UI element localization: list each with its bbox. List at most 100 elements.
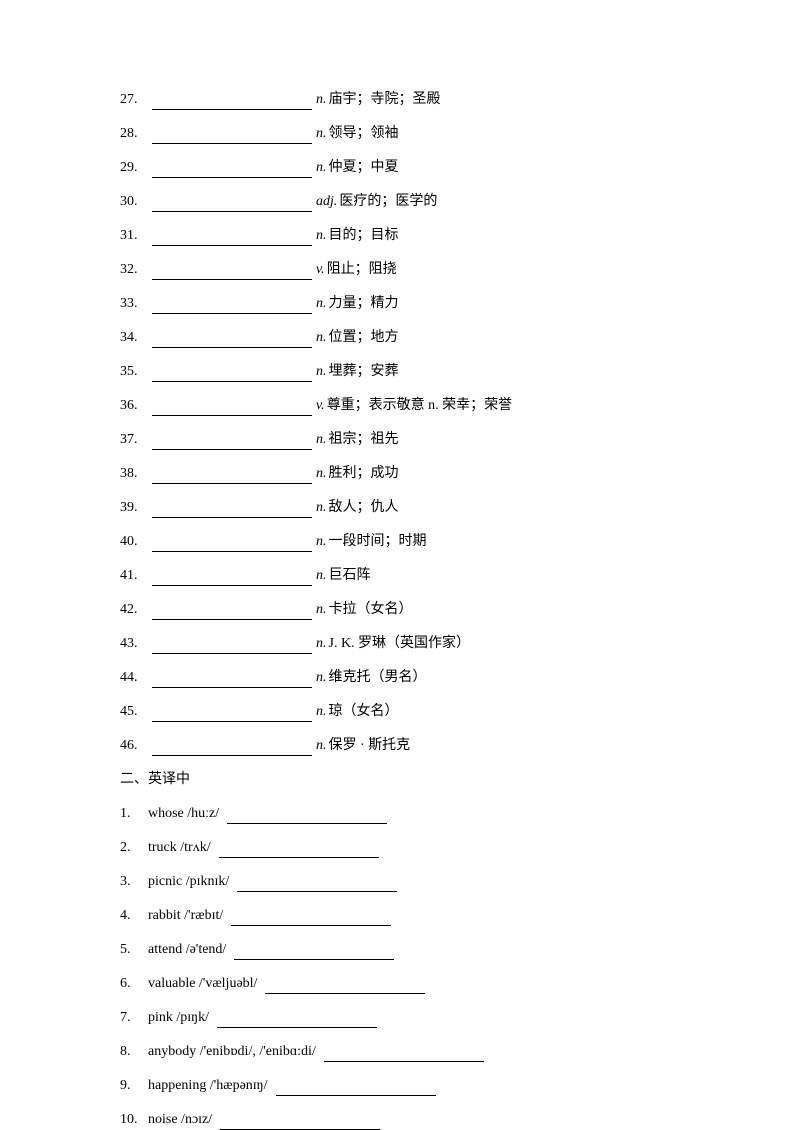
word-text: anybody /'enibɒdi/, /'enibɑ:di/	[148, 1042, 316, 1062]
section1-list: 27.n.庙宇；寺院；圣殿28.n.领导；领袖29.n.仲夏；中夏30.adj.…	[120, 90, 674, 756]
part-of-speech: n.	[316, 634, 327, 654]
item-number: 5.	[120, 940, 148, 960]
fill-blank-row: 42.n.卡拉（女名）	[120, 600, 674, 620]
blank-line[interactable]	[152, 196, 312, 212]
fill-blank-row: 37.n.祖宗；祖先	[120, 430, 674, 450]
blank-line[interactable]	[217, 1012, 377, 1028]
blank-line[interactable]	[276, 1080, 436, 1096]
blank-line[interactable]	[152, 230, 312, 246]
definition-text: 领导；领袖	[329, 124, 399, 144]
item-number: 8.	[120, 1042, 148, 1062]
part-of-speech: n.	[316, 226, 327, 246]
part-of-speech: n.	[316, 158, 327, 178]
word-text: attend /ə'tend/	[148, 940, 226, 960]
definition-text: 保罗 · 斯托克	[329, 736, 411, 756]
translate-row: 10.noise /nɔɪz/	[120, 1110, 674, 1130]
fill-blank-row: 40. n.一段时间；时期	[120, 532, 674, 552]
item-number: 40.	[120, 532, 148, 552]
part-of-speech: n.	[316, 532, 327, 552]
definition-text: 巨石阵	[329, 566, 371, 586]
blank-line[interactable]	[152, 604, 312, 620]
definition-text: 庙宇；寺院；圣殿	[329, 90, 441, 110]
item-number: 37.	[120, 430, 148, 450]
item-number: 42.	[120, 600, 148, 620]
blank-line[interactable]	[152, 94, 312, 110]
translate-row: 4.rabbit /'ræbɪt/	[120, 906, 674, 926]
blank-line[interactable]	[152, 434, 312, 450]
part-of-speech: v.	[316, 260, 325, 280]
fill-blank-row: 29. n.仲夏；中夏	[120, 158, 674, 178]
item-number: 30.	[120, 192, 148, 212]
section2-list: 1.whose /huːz/2.truck /trʌk/3.picnic /pɪ…	[120, 804, 674, 1130]
part-of-speech: n.	[316, 90, 327, 110]
word-text: noise /nɔɪz/	[148, 1110, 212, 1130]
part-of-speech: v.	[316, 396, 325, 416]
part-of-speech: adj.	[316, 192, 337, 212]
part-of-speech: n.	[316, 362, 327, 382]
blank-line[interactable]	[152, 570, 312, 586]
part-of-speech: n.	[316, 736, 327, 756]
item-number: 39.	[120, 498, 148, 518]
blank-line[interactable]	[237, 876, 397, 892]
part-of-speech: n.	[316, 328, 327, 348]
part-of-speech: n.	[316, 702, 327, 722]
blank-line[interactable]	[219, 842, 379, 858]
translate-row: 7.pink /pɪŋk/	[120, 1008, 674, 1028]
blank-line[interactable]	[152, 264, 312, 280]
blank-line[interactable]	[152, 740, 312, 756]
blank-line[interactable]	[234, 944, 394, 960]
word-text: happening /'hæpənɪŋ/	[148, 1076, 268, 1096]
blank-line[interactable]	[152, 706, 312, 722]
blank-line[interactable]	[227, 808, 387, 824]
item-number: 29.	[120, 158, 148, 178]
translate-row: 8.anybody /'enibɒdi/, /'enibɑ:di/	[120, 1042, 674, 1062]
part-of-speech: n.	[316, 600, 327, 620]
word-text: valuable /'væljuəbl/	[148, 974, 257, 994]
blank-line[interactable]	[152, 298, 312, 314]
fill-blank-row: 38.n.胜利；成功	[120, 464, 674, 484]
definition-text: 阻止；阻挠	[327, 260, 397, 280]
item-number: 46.	[120, 736, 148, 756]
part-of-speech: n.	[316, 464, 327, 484]
fill-blank-row: 28. n.领导；领袖	[120, 124, 674, 144]
item-number: 9.	[120, 1076, 148, 1096]
part-of-speech: n.	[316, 294, 327, 314]
blank-line[interactable]	[152, 536, 312, 552]
fill-blank-row: 30.adj.医疗的；医学的	[120, 192, 674, 212]
translate-row: 6.valuable /'væljuəbl/	[120, 974, 674, 994]
blank-line[interactable]	[324, 1046, 484, 1062]
blank-line[interactable]	[152, 468, 312, 484]
blank-line[interactable]	[231, 910, 391, 926]
item-number: 7.	[120, 1008, 148, 1028]
fill-blank-row: 39.n.敌人；仇人	[120, 498, 674, 518]
translate-row: 9.happening /'hæpənɪŋ/	[120, 1076, 674, 1096]
item-number: 28.	[120, 124, 148, 144]
definition-text: 胜利；成功	[329, 464, 399, 484]
part-of-speech: n.	[316, 124, 327, 144]
blank-line[interactable]	[152, 400, 312, 416]
fill-blank-row: 32.v.阻止；阻挠	[120, 260, 674, 280]
blank-line[interactable]	[152, 638, 312, 654]
word-text: whose /huːz/	[148, 804, 219, 824]
item-number: 34.	[120, 328, 148, 348]
definition-text: 一段时间；时期	[329, 532, 427, 552]
blank-line[interactable]	[152, 672, 312, 688]
blank-line[interactable]	[220, 1114, 380, 1130]
blank-line[interactable]	[152, 502, 312, 518]
blank-line[interactable]	[265, 978, 425, 994]
translate-row: 5.attend /ə'tend/	[120, 940, 674, 960]
word-text: pink /pɪŋk/	[148, 1008, 209, 1028]
blank-line[interactable]	[152, 128, 312, 144]
fill-blank-row: 36.v.尊重；表示敬意 n. 荣幸；荣誉	[120, 396, 674, 416]
blank-line[interactable]	[152, 332, 312, 348]
definition-text: 尊重；表示敬意 n. 荣幸；荣誉	[327, 396, 513, 416]
part-of-speech: n.	[316, 566, 327, 586]
word-text: picnic /pɪknɪk/	[148, 872, 229, 892]
section2-title: 二、英译中	[120, 770, 674, 790]
blank-line[interactable]	[152, 366, 312, 382]
part-of-speech: n.	[316, 430, 327, 450]
translate-row: 1.whose /huːz/	[120, 804, 674, 824]
blank-line[interactable]	[152, 162, 312, 178]
item-number: 33.	[120, 294, 148, 314]
definition-text: 仲夏；中夏	[329, 158, 399, 178]
